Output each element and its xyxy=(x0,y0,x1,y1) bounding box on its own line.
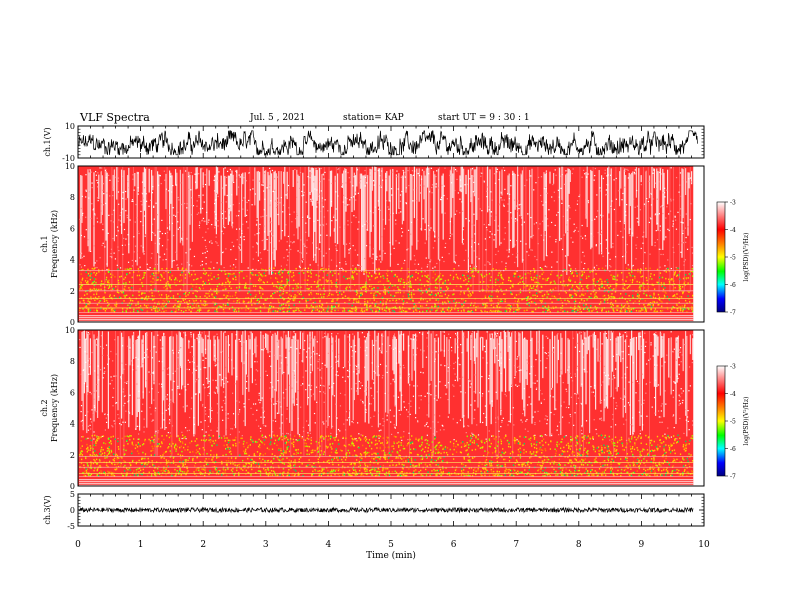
xtick-label-8: 8 xyxy=(576,540,582,550)
ytick-label-2-3: 6 xyxy=(70,388,75,397)
ytick-label-3-2: -5 xyxy=(67,522,75,531)
station-label: station= KAP xyxy=(343,113,404,123)
ch1-ylabel: ch.1(V) xyxy=(43,127,52,156)
xtick-label-4: 4 xyxy=(326,540,332,550)
xtick-label-1: 1 xyxy=(138,540,144,550)
ytick-label-3-1: 0 xyxy=(70,506,75,515)
ytick-label-1-3: 6 xyxy=(70,224,75,233)
ytick-label-2-1: 2 xyxy=(70,451,75,460)
ytick-label-2-4: 8 xyxy=(70,357,75,366)
ytick-label-1-4: 8 xyxy=(70,193,75,202)
ch2-spec-ylabel-freq: Frequency (kHz) xyxy=(50,374,59,442)
ytick-label-2-5: 10 xyxy=(65,326,75,335)
colorbar-tick-1-4: -7 xyxy=(730,310,736,317)
xtick-label-9: 9 xyxy=(639,540,645,550)
xtick-label-6: 6 xyxy=(451,540,457,550)
ch1-spectrogram-image xyxy=(78,166,704,322)
ch2-spectrogram-image xyxy=(78,330,704,486)
colorbar-tick-1-1: -4 xyxy=(730,227,736,234)
xtick-label-0: 0 xyxy=(75,540,81,550)
colorbar-1 xyxy=(716,201,726,313)
ytick-label-1-5: 10 xyxy=(65,162,75,171)
ytick-label-0-0: 10 xyxy=(65,122,75,131)
ytick-label-2-0: 0 xyxy=(70,482,75,491)
ytick-label-0-1: -10 xyxy=(62,154,75,163)
colorbar-2 xyxy=(716,365,726,477)
x-axis-label: Time (min) xyxy=(366,550,416,561)
ch1-waveform-trace xyxy=(78,130,698,156)
ch1-spec-ylabel-ch: ch.1 xyxy=(40,235,49,252)
xtick-label-5: 5 xyxy=(388,540,394,550)
ytick-label-1-1: 2 xyxy=(70,287,75,296)
colorbar-tick-2-0: -3 xyxy=(730,364,736,371)
start-time-label: start UT = 9 : 30 : 1 xyxy=(438,113,530,123)
ytick-label-3-0: 5 xyxy=(70,490,75,499)
ch1-spec-ylabel-freq: Frequency (kHz) xyxy=(50,210,59,278)
xtick-label-2: 2 xyxy=(200,540,206,550)
ch3-waveform-trace xyxy=(78,506,694,514)
ytick-label-1-0: 0 xyxy=(70,318,75,327)
colorbar-tick-1-3: -6 xyxy=(730,282,736,289)
xtick-label-3: 3 xyxy=(263,540,269,550)
ch2-spec-ylabel-ch: ch.2 xyxy=(40,399,49,416)
xtick-label-7: 7 xyxy=(513,540,519,550)
date-label: Jul. 5 , 2021 xyxy=(250,113,306,123)
colorbar-tick-2-3: -6 xyxy=(730,446,736,453)
ch3-ylabel: ch.3(V) xyxy=(43,495,52,524)
figure-title: VLF Spectra xyxy=(80,111,150,124)
ytick-label-2-2: 4 xyxy=(70,420,75,429)
colorbar-tick-1-0: -3 xyxy=(730,200,736,207)
colorbar-tick-2-4: -7 xyxy=(730,474,736,481)
colorbar-tick-2-1: -4 xyxy=(730,391,736,398)
xtick-label-10: 10 xyxy=(698,540,710,550)
ytick-label-1-2: 4 xyxy=(70,256,75,265)
colorbar-tick-2-2: -5 xyxy=(730,419,736,426)
colorbar-label-2: log(PSD)(V²/Hz) xyxy=(743,397,750,446)
colorbar-tick-1-2: -5 xyxy=(730,255,736,262)
colorbar-label-1: log(PSD)(V²/Hz) xyxy=(743,233,750,282)
